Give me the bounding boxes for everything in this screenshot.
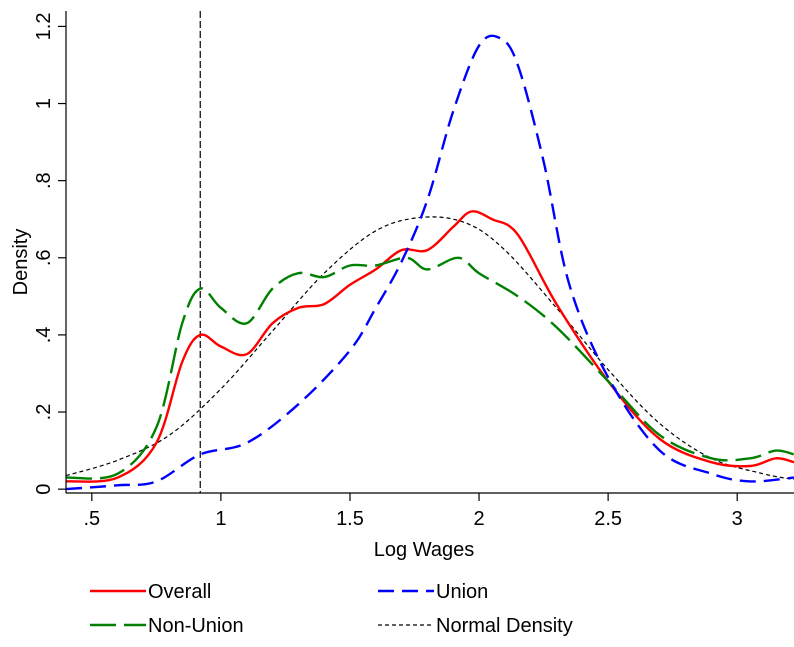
y-tick-label: 1.2 [33,13,55,41]
plot-area [65,11,794,493]
y-tick-label: .6 [33,249,55,266]
x-tick-label: 1.5 [336,508,364,530]
axes: .5 1 1.5 2 2.5 3 0 .2 .4 .6 .8 1 1.2 [33,11,794,530]
legend-label: Normal Density [436,615,573,637]
x-tick-label: 1 [215,508,226,530]
y-tick-label: .4 [33,327,55,344]
x-tick-label: .5 [83,508,100,530]
y-axis-title: Density [10,229,32,296]
x-tick-label: 2 [473,508,484,530]
legend: Overall Union Non-Union Normal Density [90,581,573,637]
legend-label: Overall [148,581,211,603]
series-line-normal-density [65,216,794,481]
y-tick-label: .2 [33,404,55,421]
x-tick-label: 3 [732,508,743,530]
y-tick-label: 0 [33,484,55,495]
y-tick-label: .8 [33,172,55,189]
x-axis-title: Log Wages [374,539,474,561]
series-line-union [65,34,794,491]
x-tick-label: 2.5 [594,508,622,530]
series-line-non-union [65,256,794,480]
legend-label: Non-Union [148,615,244,637]
series-line-overall [65,210,794,483]
y-tick-label: 1 [33,98,55,109]
legend-label: Union [436,581,488,603]
